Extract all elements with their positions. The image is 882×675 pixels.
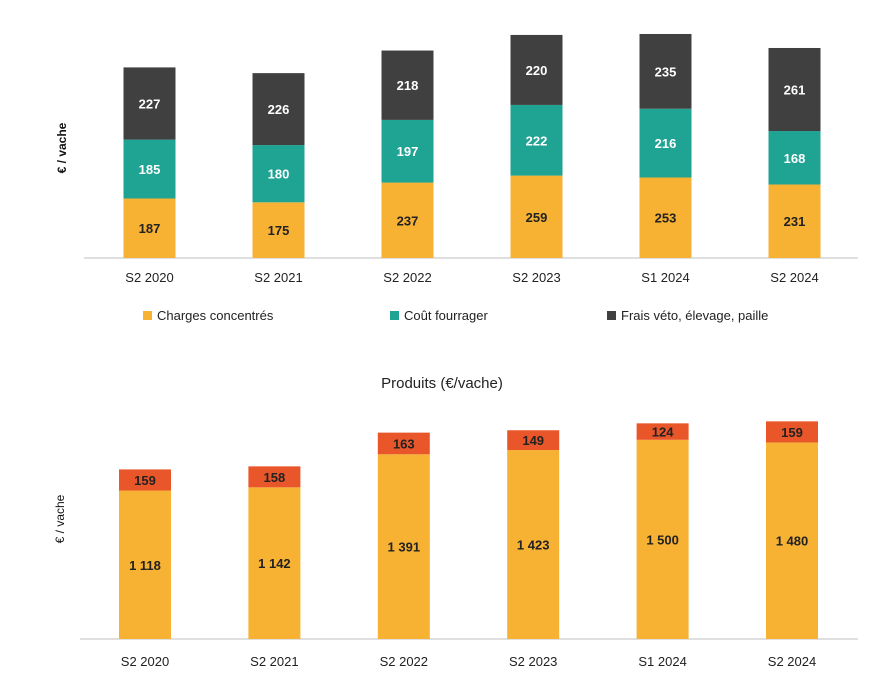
chart-1-x-tick-label-4: S1 2024 bbox=[641, 270, 689, 285]
chart-1-bar-s0-4 bbox=[639, 177, 692, 258]
chart-1-data-label-s0-4: 253 bbox=[655, 211, 677, 226]
chart-2-x-tick-label-5: S2 2024 bbox=[768, 654, 816, 669]
legend-item-cout-fourrager: Coût fourrager bbox=[390, 308, 488, 323]
chart-1-bar-s1-3 bbox=[510, 104, 563, 176]
chart-2-y-axis-label: € / vache bbox=[53, 494, 67, 543]
chart-2-bar-s1-5 bbox=[766, 421, 818, 443]
chart-1-data-label-s0-1: 175 bbox=[268, 223, 290, 238]
chart-1-bar-s1-5 bbox=[768, 131, 821, 185]
chart-2-data-label-s0-1: 1 142 bbox=[258, 556, 291, 571]
legend-label-charges-concentres: Charges concentrés bbox=[157, 308, 274, 323]
chart-2-bars: 1 118 159 1 142 158 1 391 163 1 423 149 1 500 124… bbox=[119, 421, 818, 639]
chart-1-bar-s2-1 bbox=[252, 73, 305, 146]
chart-2-title: Produits (€/vache) bbox=[381, 375, 503, 392]
chart-1-data-label-s0-0: 187 bbox=[139, 221, 161, 236]
chart-1-data-label-s2-0: 227 bbox=[139, 97, 161, 112]
legend-swatch-cout-fourrager bbox=[390, 311, 399, 320]
chart-1-data-label-s0-2: 237 bbox=[397, 213, 419, 228]
chart-2-data-label-s0-0: 1 118 bbox=[129, 558, 161, 573]
chart-1-bar-s1-1 bbox=[252, 145, 305, 203]
chart-1-data-label-s1-4: 216 bbox=[655, 136, 677, 151]
chart-1-bar-s1-4 bbox=[639, 108, 692, 178]
chart-2-x-tick-label-3: S2 2023 bbox=[509, 654, 557, 669]
chart-1-x-tick-label-1: S2 2021 bbox=[254, 270, 302, 285]
chart-1-bar-s2-0 bbox=[123, 67, 176, 140]
chart-1-x-tick-label-5: S2 2024 bbox=[770, 270, 818, 285]
chart-1-bar-s1-0 bbox=[123, 139, 176, 199]
chart-2-data-label-s1-3: 149 bbox=[522, 433, 544, 448]
chart-2-bar-s0-2 bbox=[377, 454, 430, 639]
chart-2-bar-s0-0 bbox=[119, 490, 171, 639]
chart-1-bar-s0-1 bbox=[252, 202, 305, 258]
legend-swatch-charges-concentres bbox=[143, 311, 152, 320]
chart-1-bar-s0-3 bbox=[510, 175, 563, 258]
chart-1-data-label-s0-5: 231 bbox=[784, 214, 806, 229]
chart-2-x-tick-label-4: S1 2024 bbox=[638, 654, 686, 669]
chart-2-x-tick-label-2: S2 2022 bbox=[380, 654, 428, 669]
chart-1-bars: 187 185 227 175 180 226 237 197 218 259 222 220 253 2… bbox=[123, 33, 821, 258]
chart-2-data-label-s0-5: 1 480 bbox=[776, 534, 809, 549]
chart-1-data-label-s1-3: 222 bbox=[526, 133, 548, 148]
chart-1-data-label-s0-3: 259 bbox=[526, 210, 548, 225]
chart-2-data-label-s1-0: 159 bbox=[134, 473, 156, 488]
chart-2-bar-s1-2 bbox=[377, 432, 430, 455]
chart-2-x-tick-label-1: S2 2021 bbox=[250, 654, 298, 669]
chart-2-data-label-s0-4: 1 500 bbox=[646, 532, 679, 547]
chart-1-data-label-s1-5: 168 bbox=[784, 151, 806, 166]
chart-2-data-label-s1-4: 124 bbox=[652, 425, 674, 440]
chart-1-data-label-s2-1: 226 bbox=[268, 102, 290, 117]
chart-2-bar-s0-4 bbox=[636, 439, 689, 639]
chart-1-x-tick-label-2: S2 2022 bbox=[383, 270, 431, 285]
chart-2-data-label-s1-2: 163 bbox=[393, 436, 415, 451]
chart-1-data-label-s2-3: 220 bbox=[526, 63, 548, 78]
chart-1-legend: Charges concentrés Coût fourrager Frais … bbox=[143, 308, 768, 323]
legend-item-frais-veto: Frais véto, élevage, paille bbox=[607, 308, 768, 323]
chart-1-bar-s2-5 bbox=[768, 47, 821, 132]
chart-1-data-label-s2-5: 261 bbox=[784, 83, 806, 98]
chart-1-data-label-s2-4: 235 bbox=[655, 64, 677, 79]
chart-2-bar-s0-5 bbox=[766, 442, 818, 639]
chart-1-bar-s2-3 bbox=[510, 34, 563, 105]
chart-2-bar-s1-1 bbox=[248, 466, 301, 488]
chart-2-bar-s1-3 bbox=[507, 430, 560, 451]
chart-1-bar-s2-2 bbox=[381, 50, 434, 120]
chart-1-x-tick-label-0: S2 2020 bbox=[125, 270, 173, 285]
chart-2-bar-s0-3 bbox=[507, 450, 560, 639]
chart-1: € / vache 187 185 227 175 180 226 237 197 218 259… bbox=[55, 33, 858, 323]
chart-1-data-label-s1-0: 185 bbox=[139, 162, 161, 177]
chart-1-bar-s0-5 bbox=[768, 184, 821, 258]
chart-1-x-tick-label-3: S2 2023 bbox=[512, 270, 560, 285]
chart-2-x-ticks: S2 2020 S2 2021 S2 2022 S2 2023 S1 2024 S2 20… bbox=[121, 654, 816, 669]
chart-2-data-label-s0-3: 1 423 bbox=[517, 538, 550, 553]
chart-2-data-label-s0-2: 1 391 bbox=[388, 540, 421, 555]
chart-1-bar-s0-0 bbox=[123, 198, 176, 258]
chart-1-x-ticks: S2 2020 S2 2021 S2 2022 S2 2023 S1 2024 S2 20… bbox=[125, 270, 818, 285]
legend-label-cout-fourrager: Coût fourrager bbox=[404, 308, 488, 323]
chart-1-data-label-s2-2: 218 bbox=[397, 78, 419, 93]
chart-1-bar-s1-2 bbox=[381, 119, 434, 183]
chart-1-data-label-s1-1: 180 bbox=[268, 167, 290, 182]
chart-2-bar-s0-1 bbox=[248, 487, 301, 639]
legend-label-frais-veto: Frais véto, élevage, paille bbox=[621, 308, 768, 323]
chart-2-x-tick-label-0: S2 2020 bbox=[121, 654, 169, 669]
chart-2-bar-s1-4 bbox=[636, 423, 689, 440]
chart-2-data-label-s1-5: 159 bbox=[781, 425, 803, 440]
legend-swatch-frais-veto bbox=[607, 311, 616, 320]
legend-item-charges-concentres: Charges concentrés bbox=[143, 308, 274, 323]
chart-1-bar-s0-2 bbox=[381, 182, 434, 258]
chart-2-data-label-s1-1: 158 bbox=[264, 470, 286, 485]
chart-2-bar-s1-0 bbox=[119, 469, 171, 491]
chart-1-bar-s2-4 bbox=[639, 33, 692, 109]
chart-1-data-label-s1-2: 197 bbox=[397, 144, 419, 159]
chart-1-y-axis-label: € / vache bbox=[55, 122, 69, 173]
